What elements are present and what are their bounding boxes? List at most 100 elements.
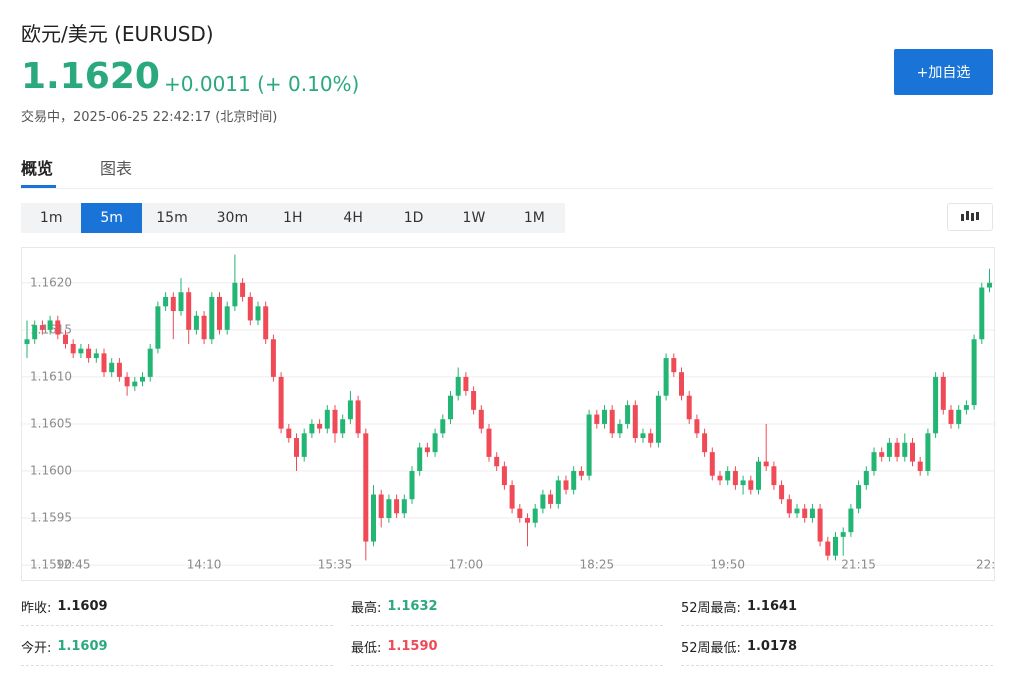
- candle-body: [756, 461, 761, 490]
- candle-body: [309, 423, 315, 434]
- candle-body: [732, 470, 738, 486]
- tab[interactable]: 图表: [100, 159, 133, 178]
- candle-body: [332, 409, 338, 434]
- candle-body: [371, 494, 376, 542]
- candle-body: [301, 433, 307, 457]
- candle-body: [602, 409, 607, 424]
- stat: 昨收: 1.1609: [21, 587, 333, 626]
- candle-body: [39, 325, 45, 330]
- candle-body: [286, 428, 292, 439]
- candle-body: [101, 353, 107, 373]
- candle-body: [571, 470, 577, 490]
- candle-body: [386, 499, 392, 519]
- interval-button[interactable]: 4H: [343, 210, 363, 226]
- candle-body: [625, 405, 631, 424]
- candle-body: [455, 376, 461, 396]
- candle-body: [193, 315, 199, 330]
- interval-button[interactable]: 15m: [156, 210, 188, 226]
- stat-value: 1.0178: [746, 638, 798, 654]
- candle-body: [478, 409, 484, 429]
- candle-body: [278, 376, 284, 429]
- x-tick-label: 22:4: [976, 558, 995, 572]
- candle-body: [933, 376, 939, 434]
- candle-body: [155, 306, 161, 349]
- candle-body: [632, 405, 638, 439]
- candle-body: [794, 508, 800, 514]
- candle-body: [448, 395, 453, 420]
- candle-body: [979, 287, 985, 340]
- candle-body: [717, 475, 723, 481]
- candle-body: [263, 306, 269, 340]
- candle-body: [409, 470, 415, 500]
- candle-body: [532, 508, 538, 523]
- candle-body: [517, 508, 523, 519]
- x-tick-label: 15:35: [318, 558, 353, 572]
- candle-body: [540, 494, 546, 509]
- candle-body: [578, 470, 584, 476]
- candle-body: [163, 296, 169, 307]
- candle-body: [771, 466, 777, 486]
- candle-body: [609, 409, 615, 434]
- stat-label: 最高:: [351, 600, 382, 616]
- candle-body: [748, 480, 754, 490]
- stat-label: 52周最低:: [681, 640, 741, 656]
- change: +0.0011 (+ 0.10%): [164, 72, 360, 96]
- stat: 最低: 1.1590: [351, 627, 663, 666]
- candle-body: [833, 536, 838, 556]
- candle-body: [32, 325, 38, 340]
- add-watchlist-button[interactable]: +加自选: [894, 49, 993, 95]
- candle-body: [840, 532, 846, 537]
- candle-body: [917, 461, 923, 471]
- candle-body: [93, 353, 99, 359]
- candle-body: [825, 541, 831, 556]
- interval-button[interactable]: 1H: [283, 210, 303, 226]
- candle-body: [725, 470, 731, 481]
- chart-type-button[interactable]: [947, 203, 993, 231]
- stat: 52周最低: 1.0178: [681, 627, 993, 666]
- status: 交易中，2025-06-25 22:42:17 (北京时间): [21, 110, 278, 125]
- candle-body: [132, 381, 138, 387]
- x-tick-label: 14:10: [187, 558, 222, 572]
- candle-body: [679, 372, 684, 396]
- candle-body: [848, 508, 854, 533]
- candle-body: [555, 480, 561, 504]
- candle-body: [355, 400, 361, 434]
- candle-body: [47, 320, 53, 330]
- interval-button[interactable]: 5m: [81, 203, 142, 233]
- candle-body: [471, 391, 477, 410]
- candle-body: [217, 296, 222, 330]
- candle-body: [424, 447, 430, 453]
- candle-body: [648, 433, 654, 443]
- stat-value: 1.1609: [57, 598, 108, 614]
- candle-icon: [961, 211, 979, 221]
- stat-value: 1.1609: [57, 638, 108, 654]
- candle-body: [147, 348, 153, 377]
- y-tick-label: 1.1610: [30, 369, 72, 383]
- candle-body: [779, 485, 785, 500]
- interval-button[interactable]: 1M: [523, 210, 545, 226]
- price: 1.1620: [21, 56, 160, 97]
- candle-body: [902, 442, 908, 457]
- tab[interactable]: 概览: [21, 159, 54, 178]
- interval-button[interactable]: 30m: [216, 210, 249, 226]
- candle-body: [324, 409, 330, 429]
- candle-body: [463, 376, 469, 392]
- stat-value: 1.1641: [746, 598, 798, 614]
- separator: [21, 188, 993, 189]
- candle-body: [55, 320, 61, 335]
- candle-body: [378, 494, 384, 519]
- y-tick-label: 1.1590: [30, 558, 72, 572]
- stat: 今开: 1.1609: [21, 627, 333, 666]
- candle-body: [209, 296, 215, 340]
- stat-value: 1.1590: [387, 638, 438, 654]
- x-tick-label: 17:00: [449, 558, 484, 572]
- candle-body: [401, 499, 407, 514]
- candle-body: [586, 414, 592, 476]
- interval-button[interactable]: 1m: [39, 210, 63, 226]
- interval-button[interactable]: 1D: [403, 210, 424, 226]
- interval-button[interactable]: 1W: [462, 210, 486, 226]
- candle-body: [655, 395, 661, 443]
- y-tick-label: 1.1600: [30, 463, 72, 477]
- candle-body: [594, 414, 600, 424]
- candle-body: [871, 452, 877, 471]
